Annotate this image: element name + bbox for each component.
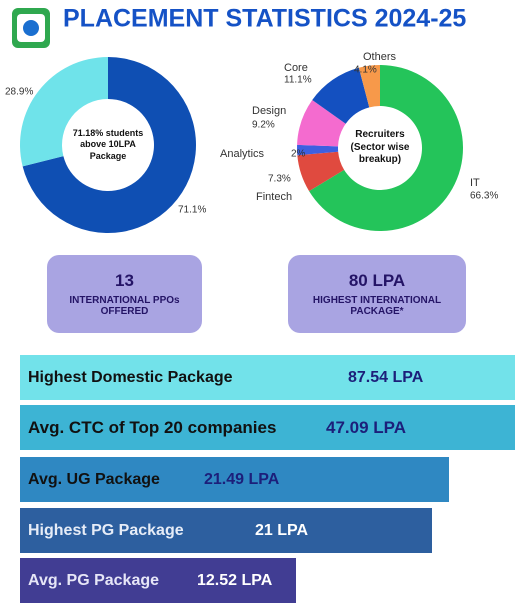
slice-category-label: Core — [284, 62, 308, 74]
center-label-box: Recruiters (Sector wise breakup) — [350, 129, 410, 166]
package-value: 87.54 LPA — [348, 368, 424, 386]
slice-value-label: 11.1% — [284, 75, 312, 86]
package-label: Avg. UG Package — [28, 470, 160, 488]
slice-value-label: 9.2% — [252, 120, 275, 131]
pie-slice — [20, 57, 108, 167]
package-bar: Avg. PG Package 12.52 LPA — [20, 558, 296, 603]
center-label-box: 71.18% students above 10LPA Package — [72, 128, 144, 161]
package-label: Avg. PG Package — [28, 571, 160, 589]
card-value: 13 — [115, 271, 134, 290]
package-bar: Highest PG Package 21 LPA — [20, 508, 432, 553]
slice-value-label: 2% — [291, 149, 306, 160]
slice-category-label: Fintech — [256, 191, 292, 203]
package-value: 21 LPA — [255, 521, 309, 539]
slice-category-label: Design — [252, 105, 286, 117]
package-bar: Highest Domestic Package 87.54 LPA — [20, 355, 515, 400]
package-value: 12.52 LPA — [197, 571, 273, 589]
charts: PLACEMENT STATISTICS 2024-25 71.1% 28.9% 7… — [5, 5, 498, 233]
pie-slice — [312, 67, 370, 124]
package-value: 47.09 LPA — [326, 417, 407, 437]
slice-category-label: IT — [470, 177, 480, 189]
package-label: Highest PG Package — [28, 521, 184, 539]
slice-value-label: 7.3% — [268, 174, 291, 185]
slice-category-label: Others — [363, 51, 397, 63]
center-label: Recruiters (Sector wise breakup) — [350, 129, 410, 166]
slice-value-label: 28.9% — [5, 87, 33, 98]
package-value: 21.49 LPA — [204, 470, 280, 488]
card: 80 LPA HIGHEST INTERNATIONAL PACKAGE* — [288, 255, 466, 333]
pie-slice — [358, 65, 380, 108]
title: PLACEMENT STATISTICS 2024-25 — [63, 5, 466, 33]
package-label: Avg. CTC of Top 20 companies — [28, 417, 277, 437]
slice-value-label: 66.3% — [470, 191, 498, 202]
slice-value-label: 71.1% — [178, 205, 206, 216]
pie-slice — [309, 65, 463, 231]
package-label: Highest Domestic Package — [28, 368, 233, 386]
card-value: 80 LPA — [348, 271, 406, 290]
slice-value-label: 4.1% — [354, 65, 377, 76]
card-label: HIGHEST INTERNATIONAL PACKAGE* — [312, 295, 442, 317]
pie-slice — [22, 57, 196, 233]
pie-slice — [297, 144, 339, 156]
package-bar: Avg. UG Package 21.49 LPA — [20, 457, 449, 502]
logo-mark — [23, 20, 39, 36]
card: 13 INTERNATIONAL PPOs OFFERED — [47, 255, 202, 333]
slice-category-label: Analytics — [220, 148, 265, 160]
pie-slice — [297, 100, 346, 147]
package-bar: Avg. CTC of Top 20 companies 47.09 LPA — [20, 405, 515, 450]
center-label: 71.18% students above 10LPA Package — [72, 128, 144, 161]
card-label: INTERNATIONAL PPOs OFFERED — [69, 295, 180, 317]
pie-slice — [297, 151, 345, 192]
